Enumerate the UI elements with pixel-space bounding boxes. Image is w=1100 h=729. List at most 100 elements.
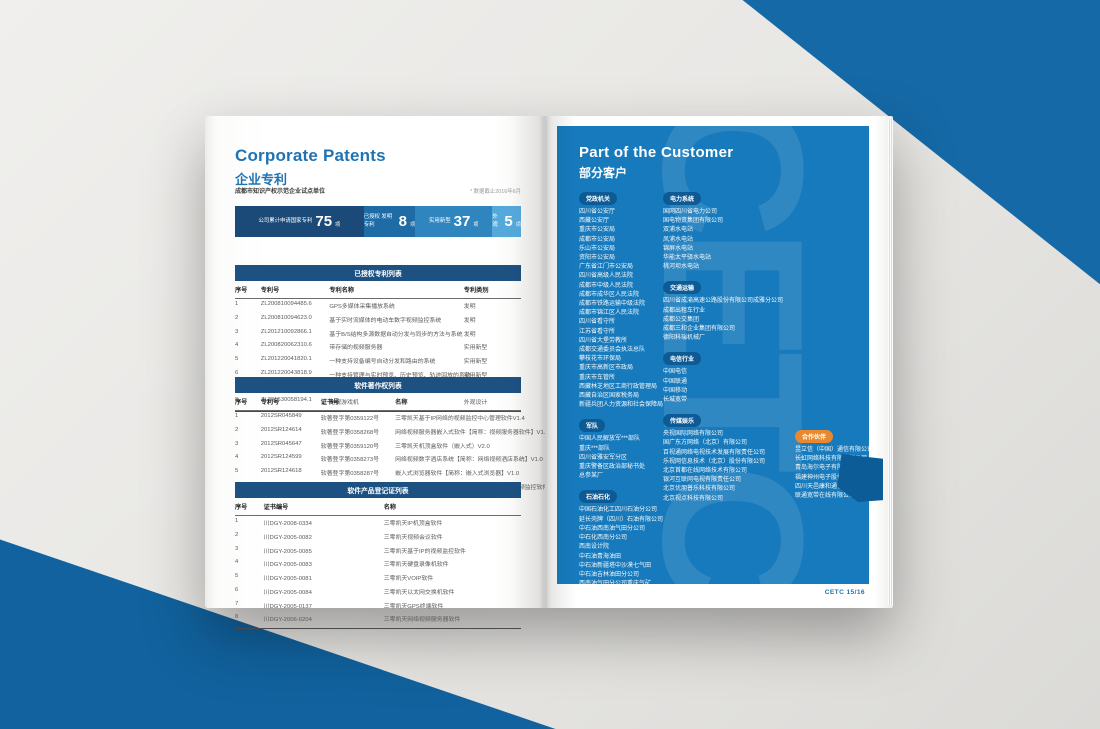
- table-cell: 三零凯天基于IP网络的视频监控中心管理软件V1.4: [395, 415, 525, 422]
- customer-item: 西藏公安厅: [579, 218, 610, 225]
- table-cell: 2: [235, 426, 239, 433]
- table-cell: 川DGY-2006-0204: [263, 617, 312, 624]
- customer-item: 双浦水电站: [663, 227, 694, 234]
- table-cell: 嵌入式浏览器软件【简称：嵌入式浏览器】V1.0: [395, 471, 520, 478]
- customer-item: 延长壳牌（四川）石油有限公司: [579, 516, 664, 523]
- customer-item: 联通宽带在线有限公司: [795, 493, 856, 500]
- table-row: 1 川DGY-2008-0334 三零凯天IP机顶盒软件: [235, 516, 521, 530]
- customer-item: 重庆警备区政治部秘书处: [579, 464, 646, 471]
- category-badge: 传媒娱乐: [663, 414, 702, 428]
- customer-item: 国网四川省电力公司: [663, 209, 718, 215]
- category-badge: 合作伙伴: [795, 430, 834, 443]
- customer-item: 德阳科瑞机械厂: [663, 335, 706, 342]
- customer-item: 青岛海尔电子有限公司: [795, 465, 856, 472]
- table-cell: ZL201210092866.1: [260, 328, 312, 335]
- customer-item: 国广东方网络（北京）有限公司: [663, 440, 748, 447]
- table-cell: 三零凯天VOIP软件: [383, 576, 434, 583]
- customer-list: 四川省公安厅 西藏公安厅 重庆市公安局 成都市公安局 乐山市公安局 资阳市公安局 广东省江门…: [579, 208, 663, 410]
- customer-item: 中国石油化工四川石油分公司: [579, 507, 658, 514]
- table-cell: 软著登字第0358287号: [320, 471, 380, 478]
- table-cell: 6: [235, 586, 239, 593]
- customer-section: 党政机关 四川省公安厅 西藏公安厅 重庆市公安局 成都市公安局 乐山市公安局 资阳市公安局…: [579, 188, 663, 410]
- table-header-row: 序号 专利号 专利名称 专利类别: [235, 281, 521, 299]
- table-cell: ZL200810094623.0: [260, 314, 312, 321]
- customer-section: 交通运输 四川省成渝高速公路股份有限公司成雅分公司 成都出租车行业 成都公交集团 成都…: [663, 277, 861, 343]
- customer-item: 中国移动: [663, 387, 688, 394]
- table-body: 1 ZL200810094485.6 GPS多媒体采集播放系统 发明 2 ZL20081…: [235, 299, 521, 409]
- customer-item: 北京优朋普乐科技有限公司: [663, 486, 736, 493]
- customer-item: 中石油青海油田: [579, 553, 622, 560]
- customer-item: 成都市成华区人民法院: [579, 291, 640, 298]
- customer-item: 中石化西南分公司: [579, 535, 628, 542]
- customer-list: 昱立信（中国）通信有限公司 长虹网络科技有限责任公司 青岛海尔电子有限公司 福建神州电…: [795, 446, 869, 501]
- category-badge: 石油石化: [579, 490, 618, 504]
- table-cell: 实用新型: [463, 359, 488, 366]
- column-header: 专利号: [260, 398, 280, 406]
- right-page-header: Part of the Customer 部分客户: [579, 144, 733, 181]
- customer-section: 石油石化 中国石油化工四川石油分公司 延长壳牌（四川）石油有限公司 中石油西南油气田…: [579, 486, 663, 584]
- table-cell: 三零凯天基于IP的视频监控软件: [383, 548, 466, 555]
- table-row: 5 ZL201220041820.1 一种支持设备编号自动分发和路由的系统 实用新型: [235, 354, 521, 368]
- stat-unit: 项: [515, 221, 521, 228]
- table-cell: 三零凯天以太网交换机软件: [383, 589, 455, 596]
- table-cell: 1: [235, 412, 239, 419]
- table-body: 1 2012SR045849 软著登字第0359122号 三零凯天基于IP网络的视频监…: [235, 411, 566, 494]
- table-cell: 4: [235, 454, 239, 461]
- table-row: 6 川DGY-2005-0084 三零凯天以太网交换机软件: [235, 584, 521, 598]
- table-cell: 发明: [463, 303, 476, 310]
- left-page-title-zh: 企业专利: [235, 172, 288, 187]
- customer-item: 昱立信（中国）通信有限公司: [795, 447, 869, 453]
- customer-item: 四川省看守所: [579, 319, 616, 326]
- table-cell: 三零凯天网络视频服务器软件: [383, 617, 461, 624]
- table-cell: 软著登字第0359122号: [320, 415, 380, 422]
- category-badge: 党政机关: [579, 192, 618, 205]
- table-row: 2 ZL200810094623.0 基于实时流媒体的电动车数字视频监控系统 发明: [235, 312, 521, 326]
- column-header: 专利名称: [329, 286, 355, 294]
- customer-item: 中国人民解放军***部队: [579, 436, 641, 443]
- table-cell: 2012SR124599: [260, 454, 302, 461]
- column-header: 序号: [235, 503, 248, 511]
- customer-item: 西南油气田分公司重庆气矿: [579, 580, 663, 584]
- table-row: 8 川DGY-2006-0204 三零凯天网络视频服务器软件: [235, 612, 521, 626]
- customer-item: 中国联通: [663, 378, 688, 385]
- stat-value: 8: [398, 213, 407, 230]
- table-cell: 电视游戏机: [329, 400, 359, 407]
- table-cell: 1: [235, 300, 239, 307]
- customer-item: 凤浦水电站: [663, 236, 694, 243]
- customer-item: 广东省江门市公安局: [579, 264, 634, 271]
- table-cell: 外观设计: [463, 400, 488, 407]
- brochure-spread: Corporate Patents 企业专利 成都市知识产权示范企业试点单位 *…: [205, 116, 893, 629]
- customer-item: 攀枝花市环保局: [579, 356, 622, 363]
- table-row: 5 川DGY-2005-0081 三零凯天VOIP软件: [235, 571, 521, 585]
- customer-item: 成都市铁路运输中级法院: [579, 301, 646, 308]
- customer-item: 乐视网信息技术（北京）股份有限公司: [663, 458, 766, 465]
- stat-segment: 已授权 发明专利 8 项: [363, 206, 416, 237]
- stat-value: 37: [453, 213, 471, 230]
- customer-item: 成都市公安局: [579, 236, 616, 243]
- software-product-registry-table: 软件产品登记证列表 序号 证书编号 名称 1 川DGY-2008-0334 三零凯天IP…: [235, 482, 521, 629]
- customer-item: 乐山市公安局: [579, 245, 616, 252]
- stat-label: 外观: [492, 214, 498, 228]
- left-page-header: Corporate Patents 企业专利: [235, 146, 386, 188]
- customer-item: 四川天邑康和通信股份有限公司: [795, 483, 869, 490]
- data-cutoff-note: * 数据截止2016年6月: [470, 189, 521, 195]
- customer-item: 资阳市公安局: [579, 255, 616, 262]
- table-cell: 7: [235, 600, 239, 607]
- customer-list: 央视国际网络有限公司 国广东方网络（北京）有限公司 百视通网络电视技术发展有限责任公…: [663, 430, 861, 504]
- customer-item: 重庆市车管所: [579, 374, 616, 381]
- table-cell: 2: [235, 531, 239, 538]
- table-cell: ZL201220041820.1: [260, 356, 312, 363]
- customer-item: 北京视点科技有限公司: [663, 495, 724, 502]
- left-page-title-en: Corporate Patents: [235, 146, 386, 165]
- table-row: 1 2012SR045849 软著登字第0359122号 三零凯天基于IP网络的视频监…: [235, 411, 525, 425]
- customer-column-1: 党政机关 四川省公安厅 西藏公安厅 重庆市公安局 成都市公安局 乐山市公安局 资阳市公安局…: [579, 188, 663, 584]
- table-cell: 3: [235, 328, 239, 335]
- table-cell: 网络视频服务器嵌入式软件【简称：视频服务器软件】V1.0: [395, 429, 549, 436]
- table-row: 2 2012SR124614 软著登字第0358268号 网络视频服务器嵌入式软件【简…: [235, 424, 549, 438]
- table-row: 3 川DGY-2005-0085 三零凯天基于IP的视频监控软件: [235, 543, 521, 557]
- customer-item: 西藏自治区国家税务局: [579, 393, 640, 400]
- customer-item: 成都出租车行业: [663, 307, 706, 314]
- column-header: 证书号: [320, 398, 340, 406]
- stat-unit: 项: [473, 221, 479, 228]
- customer-item: 成都公交集团: [663, 316, 700, 323]
